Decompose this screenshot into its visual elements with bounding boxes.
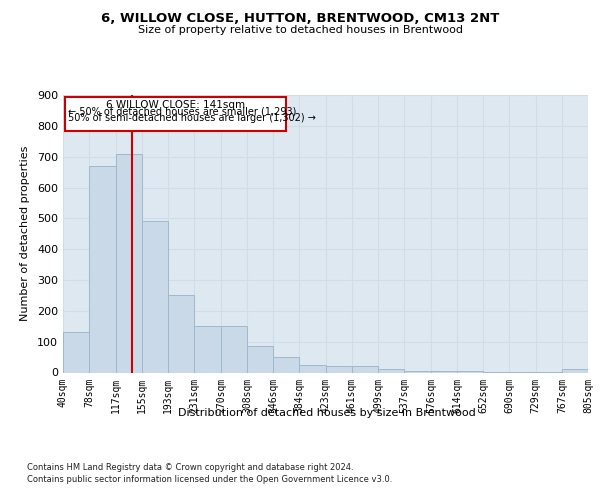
Bar	[194, 326, 221, 372]
Bar	[168, 296, 194, 372]
Text: Contains public sector information licensed under the Open Government Licence v3: Contains public sector information licen…	[27, 475, 392, 484]
Bar	[378, 370, 404, 372]
Bar	[299, 365, 326, 372]
Bar	[431, 371, 457, 372]
Bar	[352, 366, 378, 372]
Bar	[326, 366, 352, 372]
Bar	[457, 371, 483, 372]
Bar	[221, 326, 247, 372]
Text: 6 WILLOW CLOSE: 141sqm: 6 WILLOW CLOSE: 141sqm	[106, 100, 245, 110]
Bar	[89, 166, 116, 372]
Text: 50% of semi-detached houses are larger (1,302) →: 50% of semi-detached houses are larger (…	[68, 113, 316, 123]
Text: Distribution of detached houses by size in Brentwood: Distribution of detached houses by size …	[178, 408, 476, 418]
Bar	[142, 222, 168, 372]
Bar	[116, 154, 142, 372]
Text: ← 50% of detached houses are smaller (1,293): ← 50% of detached houses are smaller (1,…	[68, 106, 296, 117]
Bar	[562, 370, 588, 372]
Bar	[404, 371, 431, 372]
Text: Contains HM Land Registry data © Crown copyright and database right 2024.: Contains HM Land Registry data © Crown c…	[27, 462, 353, 471]
Text: Size of property relative to detached houses in Brentwood: Size of property relative to detached ho…	[137, 25, 463, 35]
Y-axis label: Number of detached properties: Number of detached properties	[20, 146, 30, 322]
Text: 6, WILLOW CLOSE, HUTTON, BRENTWOOD, CM13 2NT: 6, WILLOW CLOSE, HUTTON, BRENTWOOD, CM13…	[101, 12, 499, 26]
Bar	[247, 346, 273, 372]
FancyBboxPatch shape	[65, 97, 286, 132]
Bar	[63, 332, 89, 372]
Bar	[273, 357, 299, 372]
